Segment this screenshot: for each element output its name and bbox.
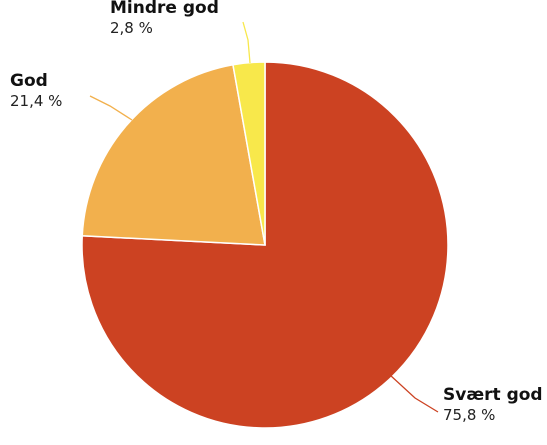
leader-lines xyxy=(89,21,439,413)
slice-label-value: 2,8 % xyxy=(110,19,153,37)
slice-label-name: Svært god xyxy=(443,385,543,405)
slices-layer xyxy=(81,61,449,429)
leader-line xyxy=(89,95,133,121)
slice-label-name: God xyxy=(10,71,48,91)
slice-label-value: 21,4 % xyxy=(10,92,62,110)
pie-slice-god xyxy=(81,63,266,246)
slice-label-name: Mindre god xyxy=(110,0,219,18)
leader-line xyxy=(389,374,439,413)
slice-label-value: 75,8 % xyxy=(443,406,495,424)
pie-slice-svært-god xyxy=(81,61,449,429)
leader-line xyxy=(242,21,251,64)
pie-slice-mindre-god xyxy=(232,61,266,246)
